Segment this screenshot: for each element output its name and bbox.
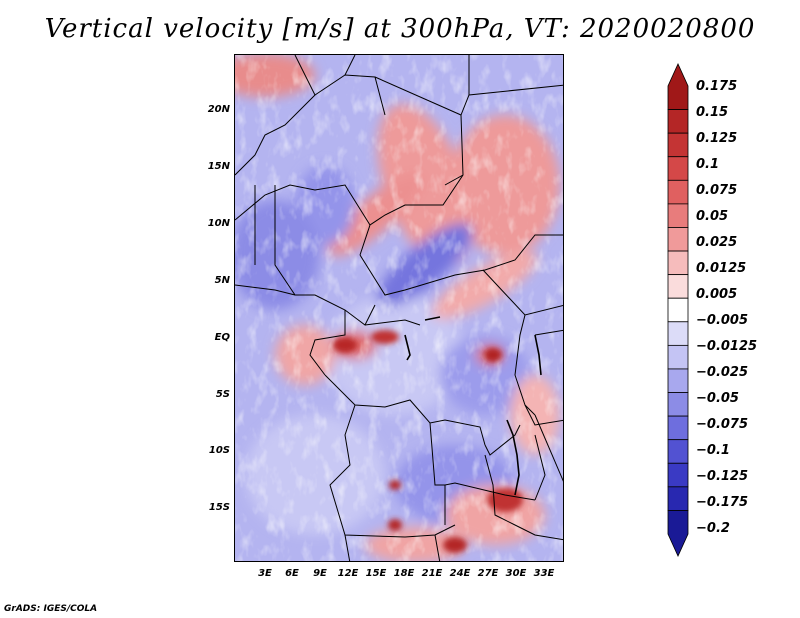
lat-label-eq: EQ [214, 332, 230, 343]
colorbar-swatch [667, 179, 689, 205]
colorbar-label: −0.125 [696, 469, 749, 484]
lat-label-5s: 5S [215, 389, 230, 400]
lon-label-15e: 15E [365, 568, 387, 579]
field-speckle [235, 55, 563, 561]
colorbar-label: 0.005 [696, 287, 738, 302]
colorbar-swatch [667, 392, 689, 417]
lon-label-18e: 18E [393, 568, 415, 579]
colorbar-label: −0.0125 [696, 339, 758, 354]
lon-label-21e: 21E [421, 568, 443, 579]
colorbar-label: −0.1 [696, 443, 730, 458]
lon-label-3e: 3E [258, 568, 272, 579]
lon-label-24e: 24E [449, 568, 471, 579]
colorbar-label: −0.05 [696, 391, 739, 406]
colorbar-swatch [667, 227, 689, 252]
map-panel [234, 54, 564, 562]
colorbar-label: 0.175 [696, 79, 738, 94]
colorbar-swatch [667, 462, 689, 488]
lon-label-30e: 30E [505, 568, 527, 579]
colorbar-label: 0.025 [696, 235, 738, 250]
colorbar-label: −0.175 [696, 495, 749, 510]
lake-outlines [404, 316, 542, 496]
lat-label-10s: 10S [208, 445, 230, 456]
colorbar-label: 0.125 [696, 131, 738, 146]
colorbar-label: 0.15 [696, 105, 729, 120]
colorbar-swatch [667, 297, 689, 323]
map-title: Vertical velocity [m/s] at 300hPa, VT: 2… [44, 14, 756, 44]
colorbar-swatch [667, 63, 689, 110]
colorbar-swatch [667, 439, 689, 464]
colorbar-swatch [667, 109, 689, 134]
colorbar-swatch [667, 486, 689, 511]
lon-label-33e: 33E [533, 568, 555, 579]
colorbar-swatch [667, 203, 689, 228]
country-borders [235, 55, 563, 561]
lon-label-9e: 9E [313, 568, 327, 579]
lat-label-20n: 20N [207, 104, 230, 115]
strong-updrafts [333, 330, 523, 553]
colorbar-swatch [667, 321, 689, 346]
lon-label-27e: 27E [477, 568, 499, 579]
lat-label-5n: 5N [214, 275, 230, 286]
colorbar-label: −0.2 [696, 521, 730, 536]
lat-label-15s: 15S [208, 502, 230, 513]
colorbar-label: 0.0125 [696, 261, 747, 276]
lat-label-10n: 10N [207, 218, 230, 229]
colorbar-swatch [667, 274, 689, 299]
colorbar-swatch [667, 156, 689, 181]
colorbar-label: −0.005 [696, 313, 749, 328]
colorbar-label: 0.1 [696, 157, 720, 172]
velocity-field [235, 55, 563, 561]
colorbar-swatch [667, 344, 689, 370]
colorbar-swatch [667, 415, 689, 441]
colorbar-swatch [667, 250, 689, 276]
lon-label-12e: 12E [337, 568, 359, 579]
colorbar-label: −0.075 [696, 417, 749, 432]
colorbar-label: −0.025 [696, 365, 749, 380]
lon-label-6e: 6E [285, 568, 299, 579]
colorbar-label: 0.05 [696, 209, 729, 224]
colorbar-swatch [667, 368, 689, 393]
footer-credit: GrADS: IGES/COLA [4, 604, 98, 614]
colorbar-swatch [667, 132, 689, 158]
lat-label-15n: 15N [207, 161, 230, 172]
colorbar [667, 63, 689, 557]
colorbar-label: 0.075 [696, 183, 738, 198]
colorbar-swatch [667, 510, 689, 557]
